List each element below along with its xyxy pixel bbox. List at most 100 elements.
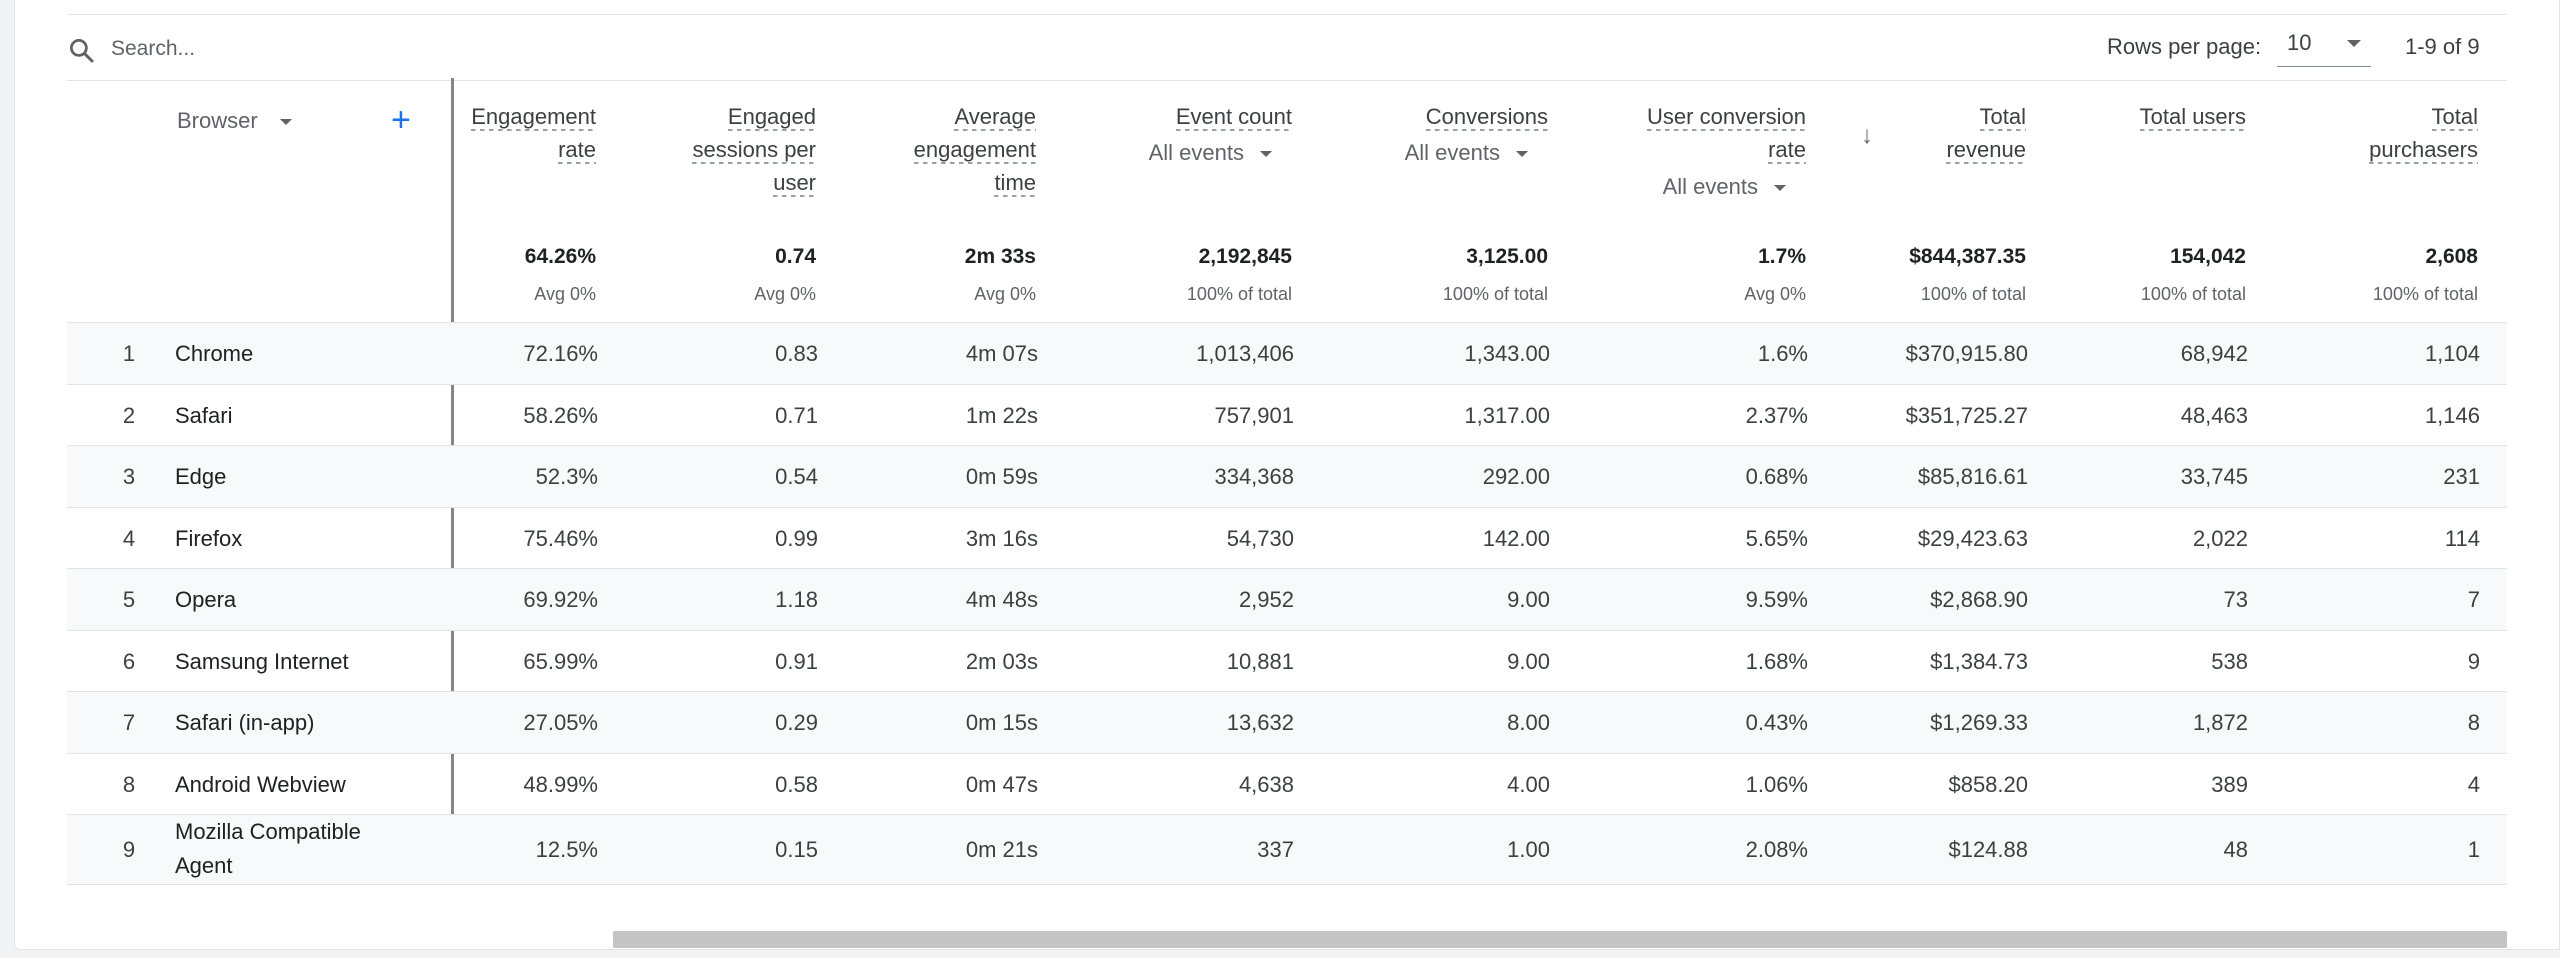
cell-total_users: 1,872 bbox=[2192, 710, 2248, 735]
event-filter-select[interactable]: All events bbox=[1663, 174, 1786, 200]
dimension-label: Browser bbox=[177, 108, 258, 133]
cell-engaged_sessions: 1.18 bbox=[775, 587, 818, 612]
table-row[interactable]: 2 Safari 58.26% 0.71 1m 22s 757,901 1,317.00 2.… bbox=[67, 384, 2507, 445]
cell-engaged_sessions: 0.29 bbox=[775, 710, 818, 735]
cell-engagement_rate: 48.99% bbox=[523, 771, 598, 797]
cell-engagement_rate: 52.3% bbox=[535, 464, 598, 489]
cell-total_users: 73 bbox=[2223, 587, 2248, 612]
cell-total_revenue: $1,269.33 bbox=[1930, 710, 2028, 735]
column-header-conversions[interactable]: Conversions bbox=[1425, 100, 1548, 133]
table-row[interactable]: 5 Opera 69.92% 1.18 4m 48s 2,952 9.00 9.59% $2,8… bbox=[67, 568, 2507, 630]
column-header-text: rate bbox=[558, 133, 596, 166]
column-total: 64.26% bbox=[524, 245, 596, 268]
browser-name[interactable]: Safari bbox=[175, 402, 233, 428]
column-header-avg_engagement[interactable]: Average engagement time bbox=[913, 100, 1036, 199]
row-index: 6 bbox=[122, 648, 136, 674]
row-index: 9 bbox=[122, 837, 136, 862]
cell-total_users: 538 bbox=[2211, 648, 2248, 674]
sort-descending-icon[interactable]: ↓ bbox=[1861, 122, 1873, 149]
column-header-text: Event count bbox=[1175, 100, 1292, 133]
cell-engagement_rate: 75.46% bbox=[523, 525, 598, 551]
column-total-subtext: Avg 0% bbox=[754, 284, 816, 304]
dimension-selector[interactable]: Browser bbox=[177, 108, 292, 134]
table-row[interactable]: 4 Firefox 75.46% 0.99 3m 16s 54,730 142.00 5.65… bbox=[67, 507, 2507, 568]
cell-conversions: 1.00 bbox=[1507, 837, 1550, 862]
column-total: 2,192,845 bbox=[1198, 245, 1292, 268]
row-index: 2 bbox=[122, 402, 136, 428]
cell-total_revenue: $1,384.73 bbox=[1930, 648, 2028, 674]
chevron-down-icon bbox=[1260, 151, 1272, 158]
cell-total_users: 33,745 bbox=[2180, 464, 2248, 489]
browser-name[interactable]: Safari (in-app) bbox=[175, 710, 315, 735]
cell-avg_engagement: 0m 15s bbox=[965, 710, 1038, 735]
browser-name[interactable]: Chrome bbox=[175, 341, 254, 366]
column-header-user_conversion[interactable]: User conversion rate bbox=[1647, 100, 1806, 166]
cell-avg_engagement: 0m 47s bbox=[965, 771, 1038, 797]
cell-conversions: 9.00 bbox=[1507, 648, 1550, 674]
cell-engaged_sessions: 0.91 bbox=[775, 648, 818, 674]
column-total-subtext: Avg 0% bbox=[534, 284, 596, 304]
browser-name[interactable]: Android Webview bbox=[175, 771, 346, 797]
column-total: 2,608 bbox=[2425, 245, 2478, 268]
cell-event_count: 4,638 bbox=[1238, 771, 1294, 797]
browser-name[interactable]: Mozilla Compatible Agent bbox=[175, 819, 361, 878]
table-row[interactable]: 7 Safari (in-app) 27.05% 0.29 0m 15s 13,632 8.… bbox=[67, 691, 2507, 753]
add-dimension-button[interactable]: + bbox=[391, 101, 411, 139]
cell-total_revenue: $351,725.27 bbox=[1905, 402, 2028, 428]
browser-name[interactable]: Opera bbox=[175, 587, 237, 612]
cell-engaged_sessions: 0.99 bbox=[775, 525, 818, 551]
cell-total_purchasers: 1,104 bbox=[2424, 341, 2480, 366]
cell-avg_engagement: 1m 22s bbox=[965, 402, 1038, 428]
column-header-engaged_sessions[interactable]: Engaged sessions per user bbox=[692, 100, 816, 199]
browser-name[interactable]: Samsung Internet bbox=[175, 648, 349, 674]
column-header-text: time bbox=[994, 166, 1036, 199]
cell-total_revenue: $858.20 bbox=[1948, 771, 2028, 797]
table-row[interactable]: 3 Edge 52.3% 0.54 0m 59s 334,368 292.00 0.68% $8… bbox=[67, 445, 2507, 507]
column-header-text: Total users bbox=[2139, 100, 2246, 133]
rows-per-page-select[interactable]: 10 bbox=[2277, 26, 2371, 67]
cell-event_count: 757,901 bbox=[1214, 402, 1294, 428]
event-filter-select[interactable]: All events bbox=[1405, 140, 1528, 166]
row-index: 4 bbox=[122, 525, 136, 551]
event-filter-value: All events bbox=[1148, 140, 1244, 165]
chevron-down-icon bbox=[279, 119, 292, 126]
cell-user_conversion: 0.43% bbox=[1745, 710, 1808, 735]
row-index: 3 bbox=[122, 464, 136, 489]
table-bottom-divider bbox=[67, 884, 2507, 885]
event-filter-select[interactable]: All events bbox=[1149, 140, 1272, 166]
browser-name[interactable]: Edge bbox=[175, 464, 227, 489]
cell-event_count: 337 bbox=[1257, 837, 1294, 862]
cell-engaged_sessions: 0.15 bbox=[775, 837, 818, 862]
chevron-down-icon bbox=[1516, 151, 1528, 158]
cell-event_count: 334,368 bbox=[1214, 464, 1294, 489]
search-input[interactable] bbox=[109, 30, 513, 68]
chevron-down-icon bbox=[2347, 40, 2361, 47]
column-header-engagement_rate[interactable]: Engagement rate bbox=[471, 100, 596, 166]
column-total: $844,387.35 bbox=[1909, 245, 2026, 268]
column-total: 1.7% bbox=[1758, 245, 1806, 268]
cell-user_conversion: 1.6% bbox=[1757, 341, 1808, 366]
event-filter-value: All events bbox=[1404, 140, 1500, 165]
browser-name[interactable]: Firefox bbox=[175, 525, 243, 551]
table-row[interactable]: 6 Samsung Internet 65.99% 0.91 2m 03s 10,881 9… bbox=[67, 630, 2507, 691]
cell-engagement_rate: 58.26% bbox=[523, 402, 598, 428]
cell-total_revenue: $124.88 bbox=[1948, 837, 2028, 862]
column-header-total_purchasers[interactable]: Total purchasers bbox=[2369, 100, 2478, 166]
table-row[interactable]: 8 Android Webview 48.99% 0.58 0m 47s 4,638 4.0… bbox=[67, 753, 2507, 814]
column-header-total_users[interactable]: Total users bbox=[2139, 100, 2246, 133]
column-header-event_count[interactable]: Event count bbox=[1175, 100, 1292, 133]
cell-conversions: 142.00 bbox=[1482, 525, 1550, 551]
cell-engaged_sessions: 0.58 bbox=[775, 771, 818, 797]
cell-total_purchasers: 1,146 bbox=[2424, 402, 2480, 428]
cell-engagement_rate: 27.05% bbox=[523, 710, 598, 735]
column-total-subtext: Avg 0% bbox=[1744, 284, 1806, 304]
cell-conversions: 9.00 bbox=[1507, 587, 1550, 612]
column-total: 3,125.00 bbox=[1466, 245, 1548, 268]
table-row[interactable]: 1 Chrome 72.16% 0.83 4m 07s 1,013,406 1,343.00… bbox=[67, 322, 2507, 384]
row-index: 8 bbox=[122, 771, 136, 797]
column-header-text: Conversions bbox=[1425, 100, 1548, 133]
column-header-text: purchasers bbox=[2369, 133, 2478, 166]
horizontal-scrollbar[interactable] bbox=[613, 931, 2507, 948]
column-header-total_revenue[interactable]: Total revenue bbox=[1946, 100, 2026, 166]
table-row[interactable]: 9 Mozilla Compatible Agent 12.5% 0.15 0m 21s… bbox=[67, 814, 2507, 884]
